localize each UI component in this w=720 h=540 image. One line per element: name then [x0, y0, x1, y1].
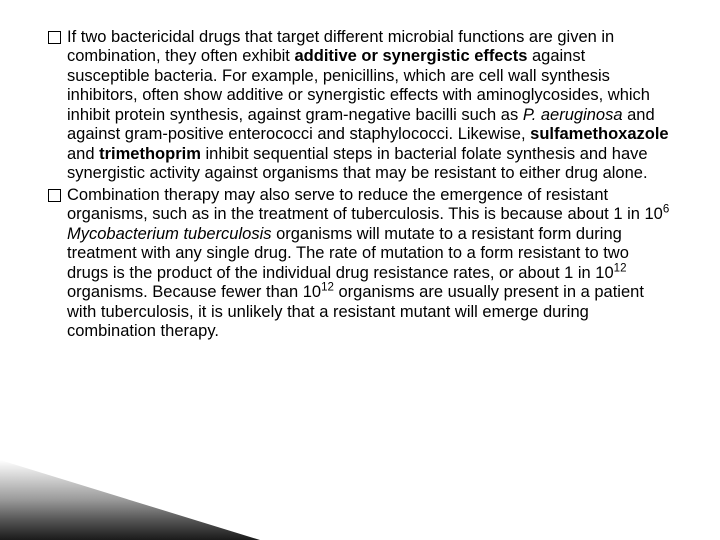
- bullet-item: Combination therapy may also serve to re…: [48, 186, 672, 342]
- text-segment: Combination therapy may also serve to re…: [67, 186, 663, 223]
- text-segment: and: [67, 145, 99, 163]
- text-bold: trimethoprim: [99, 145, 201, 163]
- checkbox-icon: [48, 31, 61, 44]
- decorative-shadow: [0, 450, 260, 540]
- slide-content: If two bactericidal drugs that target di…: [0, 0, 720, 342]
- text-bold: additive or synergistic effects: [294, 47, 527, 65]
- text-superscript: 6: [663, 204, 669, 216]
- text-italic: Mycobacterium tuberculosis: [67, 225, 272, 243]
- checkbox-icon: [48, 189, 61, 202]
- text-segment: organisms. Because fewer than 10: [67, 283, 321, 301]
- text-italic: P. aeruginosa: [523, 106, 623, 124]
- text-bold: sulfamethoxazole: [530, 125, 668, 143]
- bullet-item: If two bactericidal drugs that target di…: [48, 28, 672, 184]
- bullet-text-1: If two bactericidal drugs that target di…: [67, 28, 672, 184]
- text-superscript: 12: [614, 262, 627, 274]
- bullet-text-2: Combination therapy may also serve to re…: [67, 186, 672, 342]
- text-superscript: 12: [321, 282, 334, 294]
